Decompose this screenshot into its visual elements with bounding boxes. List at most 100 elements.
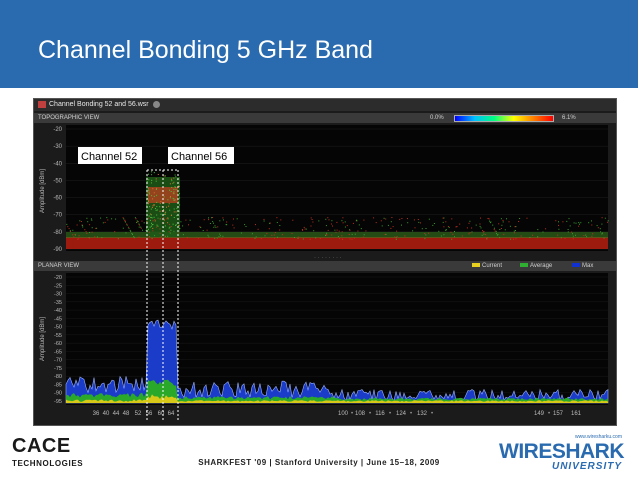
scatter-point — [170, 191, 172, 192]
scatter-point — [510, 238, 512, 240]
scatter-point — [82, 226, 84, 228]
channel-tick-label: 64 — [168, 411, 175, 417]
scatter-point — [571, 231, 573, 233]
scatter-point — [222, 235, 224, 237]
scatter-point — [495, 230, 497, 232]
scatter-point — [254, 237, 256, 239]
scatter-point — [124, 220, 126, 222]
scatter-point — [401, 218, 403, 219]
scatter-point — [276, 222, 278, 223]
scatter-point — [356, 220, 358, 222]
scatter-point — [123, 218, 125, 220]
panel-splitter[interactable]: · · · · · · · · — [314, 255, 342, 261]
scatter-point — [86, 217, 88, 219]
scatter-point — [279, 225, 281, 226]
scatter-point — [601, 217, 603, 219]
ytick-label: -90 — [53, 247, 62, 253]
scatter-point — [515, 230, 516, 232]
scatter-point — [166, 218, 168, 220]
scatter-point — [363, 219, 365, 221]
scatter-point — [499, 229, 501, 230]
scatter-point — [395, 238, 397, 240]
channel-separator: • — [389, 411, 391, 417]
scatter-point — [479, 223, 481, 225]
legend-max: Max — [572, 262, 593, 270]
scatter-point — [483, 233, 485, 235]
scatter-point — [129, 229, 131, 231]
scatter-point — [328, 219, 330, 221]
scatter-point — [236, 218, 238, 220]
scatter-point — [163, 218, 165, 220]
scatter-point — [273, 234, 275, 236]
scatter-point — [165, 235, 166, 237]
scatter-point — [417, 219, 419, 220]
slide-title: Channel Bonding 5 GHz Band — [38, 36, 373, 64]
channel-separator: • — [351, 411, 353, 417]
scatter-point — [160, 213, 162, 215]
scatter-point — [341, 235, 343, 237]
scatter-point — [156, 187, 158, 189]
scatter-point — [493, 227, 495, 229]
scatter-point — [276, 236, 278, 238]
scatter-point — [167, 217, 169, 219]
scatter-point — [161, 210, 163, 212]
scatter-point — [351, 233, 353, 235]
scatter-point — [146, 221, 148, 222]
scatter-point — [232, 224, 234, 226]
scatter-point — [170, 229, 172, 231]
scatter-point — [342, 217, 344, 219]
scatter-point — [583, 235, 585, 237]
scatter-point — [153, 204, 155, 206]
scatter-point — [151, 195, 153, 197]
channel-tick-label: 132 — [417, 411, 428, 417]
scatter-point — [135, 218, 137, 220]
scatter-point — [360, 228, 362, 230]
scatter-point — [178, 210, 180, 212]
scatter-point — [509, 225, 511, 227]
scatter-point — [301, 229, 303, 230]
scatter-point — [131, 233, 133, 234]
scatter-point — [88, 237, 90, 239]
scatter-point — [275, 232, 277, 233]
scatter-point — [331, 234, 333, 236]
scatter-point — [125, 221, 126, 223]
scatter-point — [325, 234, 327, 236]
scatter-point — [233, 218, 234, 220]
scatter-point — [163, 175, 165, 177]
close-icon[interactable] — [152, 100, 160, 108]
scatter-point — [171, 186, 173, 188]
scatter-point — [501, 224, 503, 226]
scatter-point — [84, 229, 86, 231]
scatter-point — [163, 230, 165, 232]
scatter-point — [537, 236, 539, 238]
scatter-point — [101, 237, 103, 239]
scatter-point — [96, 236, 98, 238]
scatter-point — [122, 227, 124, 229]
scatter-point — [354, 233, 356, 235]
scatter-point — [175, 225, 177, 226]
window-tab[interactable]: Channel Bonding 52 and 56.wsr — [34, 99, 616, 111]
scatter-point — [170, 196, 171, 198]
scatter-point — [514, 226, 516, 228]
scatter-point — [161, 236, 163, 238]
ytick-label: -70 — [53, 213, 62, 219]
scatter-point — [156, 224, 158, 226]
scatter-point — [142, 229, 143, 231]
topographic-noise-band — [66, 237, 608, 249]
scatter-point — [212, 221, 214, 223]
scatter-point — [148, 191, 150, 193]
scatter-point — [445, 221, 447, 223]
scatter-point — [599, 228, 601, 230]
scatter-point — [500, 228, 502, 229]
scatter-point — [240, 232, 242, 234]
scatter-point — [399, 218, 401, 220]
scatter-point — [221, 237, 223, 239]
scatter-point — [207, 234, 209, 236]
scatter-point — [337, 236, 339, 237]
scatter-point — [170, 214, 172, 216]
scatter-point — [146, 222, 148, 224]
scatter-point — [349, 229, 351, 231]
scatter-point — [601, 223, 603, 225]
scatter-point — [148, 173, 149, 175]
scatter-point — [149, 213, 151, 215]
